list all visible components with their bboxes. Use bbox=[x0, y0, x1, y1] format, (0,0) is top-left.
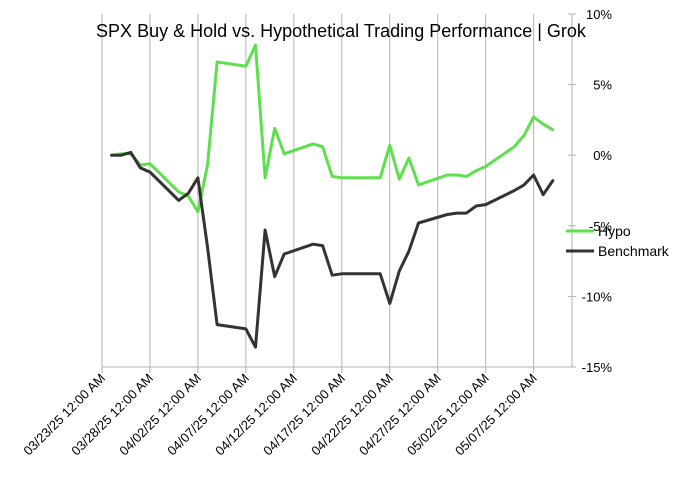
chart-title: SPX Buy & Hold vs. Hypothetical Trading … bbox=[96, 21, 587, 41]
x-tick-label: 03/28/25 12:00 AM bbox=[68, 371, 156, 459]
y-tick-label: -10% bbox=[582, 289, 613, 304]
y-tick-label: -5% bbox=[589, 219, 613, 234]
series-line-hypo bbox=[110, 43, 555, 214]
x-tick-label: 04/12/25 12:00 AM bbox=[212, 371, 300, 459]
x-tick-label: 04/07/25 12:00 AM bbox=[164, 371, 252, 459]
y-tick-label: -15% bbox=[582, 360, 613, 375]
x-tick-label: 05/07/25 12:00 AM bbox=[452, 371, 540, 459]
x-tick-label: 04/17/25 12:00 AM bbox=[260, 371, 348, 459]
legend: Hypo Benchmark bbox=[566, 223, 670, 259]
x-tick-label: 03/23/25 12:00 AM bbox=[20, 371, 108, 459]
series-line-benchmark bbox=[110, 150, 555, 349]
grid-layer bbox=[101, 14, 573, 373]
x-tick-label: 04/22/25 12:00 AM bbox=[308, 371, 396, 459]
legend-label-benchmark: Benchmark bbox=[598, 243, 670, 259]
y-tick-label: 0% bbox=[593, 148, 612, 163]
y-tick-label: 5% bbox=[593, 78, 612, 93]
series-layer bbox=[110, 43, 555, 349]
axis-layer: 10% 5% 0% -5% -10% -15% 03/23/25 12:00 AM03/28… bbox=[20, 7, 612, 458]
y-tick-label: 10% bbox=[586, 7, 612, 22]
legend-label-hypo: Hypo bbox=[598, 223, 631, 239]
x-tick-label: 05/02/25 12:00 AM bbox=[404, 371, 492, 459]
x-tick-label: 04/27/25 12:00 AM bbox=[356, 371, 444, 459]
x-tick-label: 04/02/25 12:00 AM bbox=[116, 371, 204, 459]
